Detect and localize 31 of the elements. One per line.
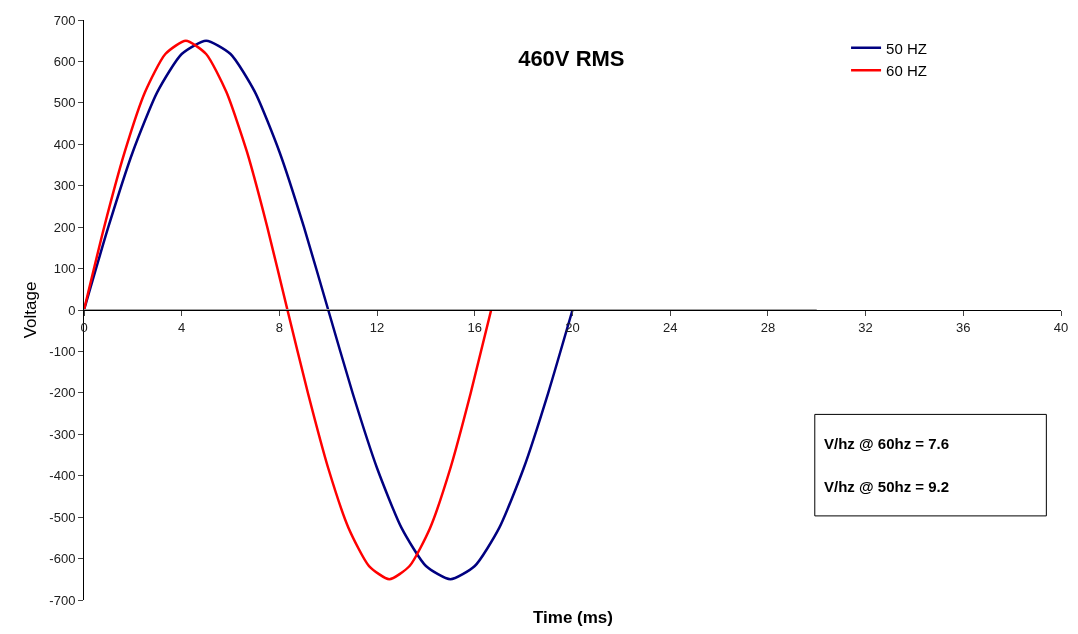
y-tick-label: -700 bbox=[49, 592, 76, 608]
y-axis-title: Voltage bbox=[20, 281, 40, 339]
y-tick-label: -600 bbox=[49, 551, 76, 567]
x-tick-label: 32 bbox=[858, 319, 873, 335]
y-tick-label: 100 bbox=[53, 261, 76, 277]
y-tick-label: -200 bbox=[49, 385, 76, 401]
y-tick-label: -500 bbox=[49, 509, 76, 525]
x-axis-title: Time (ms) bbox=[533, 608, 613, 627]
x-tick-label: 24 bbox=[662, 319, 678, 335]
annotation: V/hz @ 50hz = 9.2 bbox=[824, 478, 950, 495]
x-tick-label: 8 bbox=[275, 319, 284, 335]
y-tick-label: 0 bbox=[68, 302, 76, 318]
y-tick-label: -400 bbox=[49, 468, 76, 484]
x-tick-label: 40 bbox=[1053, 319, 1069, 335]
y-tick-label: -100 bbox=[49, 343, 76, 359]
y-tick-label: 200 bbox=[53, 219, 76, 235]
legend-label: 50 HZ bbox=[886, 39, 927, 57]
x-tick-label: 12 bbox=[369, 319, 385, 335]
x-tick-label: 4 bbox=[178, 319, 186, 335]
y-tick-label: 700 bbox=[53, 12, 76, 28]
y-tick-label: 500 bbox=[53, 95, 76, 111]
y-tick-label: 300 bbox=[53, 178, 76, 194]
text: 460V RMS bbox=[518, 46, 625, 72]
y-tick-label: 400 bbox=[53, 136, 76, 152]
x-tick-label: 16 bbox=[467, 319, 483, 335]
annotation: V/hz @ 60hz = 7.6 bbox=[824, 435, 950, 452]
x-tick-label: 36 bbox=[956, 319, 971, 335]
x-tick-label: 28 bbox=[760, 319, 776, 335]
legend-label: 60 HZ bbox=[886, 62, 927, 80]
y-tick-label: -300 bbox=[49, 426, 76, 442]
y-tick-label: 600 bbox=[53, 53, 76, 69]
